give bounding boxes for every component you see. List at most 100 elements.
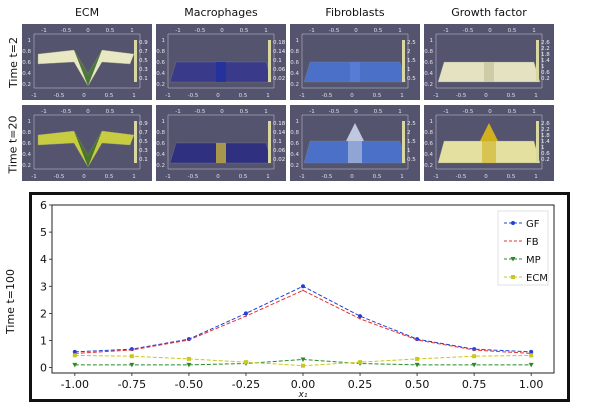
data-point	[72, 353, 77, 358]
colorbar-tick-label: 0.3	[139, 67, 148, 73]
colorbar-tick-label: 0.7	[139, 49, 148, 55]
colorbar-tick-label: 1	[541, 145, 545, 151]
z-tick-label: 0.2	[22, 163, 31, 169]
top-tick-label: 1	[264, 28, 268, 34]
colorbar-tick-label: 0.1	[273, 58, 282, 64]
surface-stripe	[350, 62, 360, 82]
header-ecm: ECM	[74, 6, 100, 19]
bottom-tick-label: -1	[31, 174, 36, 180]
top-tick-label: 1	[532, 28, 536, 34]
colorbar-tick-label: 1.5	[407, 139, 416, 145]
bottom-tick-label: 0	[350, 174, 354, 180]
colorbar-strip	[134, 121, 137, 163]
z-tick-label: 0.2	[156, 163, 165, 169]
z-tick-label: 0.4	[424, 152, 433, 158]
colorbar-tick-label: 1.4	[541, 139, 550, 145]
surface-well	[74, 131, 102, 167]
colorbar-tick-label: 0.6	[541, 151, 550, 157]
colorbar-tick-label: 0.1	[139, 76, 148, 82]
data-point	[414, 362, 420, 368]
data-point	[129, 354, 134, 359]
top-tick-label: -0.5	[329, 109, 340, 115]
colorbar-tick-label: 1.5	[407, 58, 416, 64]
bottom-tick-label: 0	[216, 93, 220, 99]
series-line	[74, 285, 532, 353]
top-tick-label: 0	[86, 109, 90, 115]
top-tick-label: 0.5	[240, 28, 249, 34]
data-point	[529, 349, 534, 354]
z-tick-label: 0.4	[290, 71, 299, 77]
z-tick-label: 0.8	[290, 49, 299, 55]
data-point	[300, 357, 306, 362]
surface-stripe	[348, 127, 362, 163]
colorbar-strip	[268, 40, 271, 82]
colorbar-tick-label: 0.5	[407, 157, 416, 163]
colorbar-tick-label: 2.6	[541, 121, 550, 127]
x-tick-label: 1.00	[519, 378, 544, 391]
bottom-tick-label: -1	[165, 93, 170, 99]
legend-label: ECM	[526, 273, 548, 284]
z-tick-label: 0.2	[156, 82, 165, 88]
legend-marker	[510, 257, 516, 262]
top-tick-label: -1	[41, 28, 46, 34]
top-tick-label: 0.5	[508, 28, 517, 34]
colorbar-tick-label: 0.2	[541, 157, 550, 163]
colorbar-tick-label: 0.5	[139, 58, 148, 64]
surface-plot: -1 -0.5 0 0.5 1-1 -0.5 0 0.5 110.80.60.40.20.90.…	[22, 109, 148, 180]
bottom-tick-label: 1	[534, 174, 538, 180]
colorbar: 0.18 0.14 0.1 0.06 0.02	[268, 40, 286, 82]
y-tick-label: 3	[40, 280, 47, 293]
z-tick-label: 0.4	[156, 71, 165, 77]
top-tick-label: -1	[309, 109, 314, 115]
top-tick-label: 0.5	[106, 28, 115, 34]
legend-label: MP	[526, 255, 541, 266]
bottom-tick-label: -1	[433, 93, 438, 99]
y-tick-label: 0	[40, 362, 47, 375]
x-tick-label: 0.50	[405, 378, 430, 391]
top-tick-label: -1	[309, 28, 314, 34]
data-point	[302, 289, 304, 292]
bottom-tick-label: 1	[400, 93, 404, 99]
data-point	[528, 362, 534, 368]
top-tick-label: 0.5	[106, 109, 115, 115]
surface-panel-r1-c2: -1 -0.5 0 0.5 1 -1 -0.5 0 0.5 1 1 0.8 0.6 0.4 0.2 2.5 2 1…	[290, 105, 420, 181]
legend-label: FB	[526, 237, 539, 248]
data-point	[188, 339, 190, 341]
bottom-tick-label: 0	[82, 93, 86, 99]
colorbar-strip	[402, 40, 405, 82]
surface-stripe	[482, 127, 496, 163]
z-tick-label: 0.8	[424, 49, 433, 55]
bottom-tick-label: -0.5	[456, 174, 467, 180]
top-tick-label: -1	[443, 28, 448, 34]
colorbar-tick-label: 2	[407, 130, 411, 136]
colorbar-tick-label: 0.1	[139, 157, 148, 163]
bottom-tick-label: -1	[165, 174, 170, 180]
bottom-tick-label: 0.5	[105, 93, 114, 99]
data-point	[358, 314, 363, 319]
colorbar-tick-label: 1	[407, 148, 411, 154]
top-tick-label: 0	[488, 28, 492, 34]
surface-plot: -1 -0.5 0 0.5 1 -1 -0.5 0 0.5 1 1 0.8 0.6 0.4 0.2 2.5 2 1…	[290, 28, 416, 99]
data-point	[243, 360, 248, 365]
top-tick-label: -0.5	[195, 109, 206, 115]
x-tick-label: -1.00	[61, 378, 89, 391]
bottom-tick-label: -0.5	[322, 174, 333, 180]
top-tick-label: -0.5	[61, 109, 72, 115]
z-tick-label: 0.4	[22, 71, 31, 77]
top-tick-label: 0	[220, 28, 224, 34]
top-tick-label: 0	[354, 109, 358, 115]
top-tick-label: -1	[41, 109, 46, 115]
colorbar-tick-label: 2.2	[541, 127, 550, 133]
z-tick-label: 0.6	[22, 141, 31, 147]
bottom-tick-label: 1	[400, 174, 404, 180]
series-gf	[72, 284, 534, 354]
top-tick-label: 0.5	[240, 109, 249, 115]
colorbar-tick-label: 0.7	[139, 130, 148, 136]
colorbar-tick-label: 2.5	[407, 40, 416, 46]
top-tick-label: 0.5	[374, 109, 383, 115]
header-fibroblasts: Fibroblasts	[325, 6, 385, 19]
z-tick-label: 0.6	[424, 141, 433, 147]
z-tick-label: 0.4	[424, 71, 433, 77]
data-point	[72, 349, 77, 354]
bottom-tick-label: 0.5	[373, 93, 382, 99]
